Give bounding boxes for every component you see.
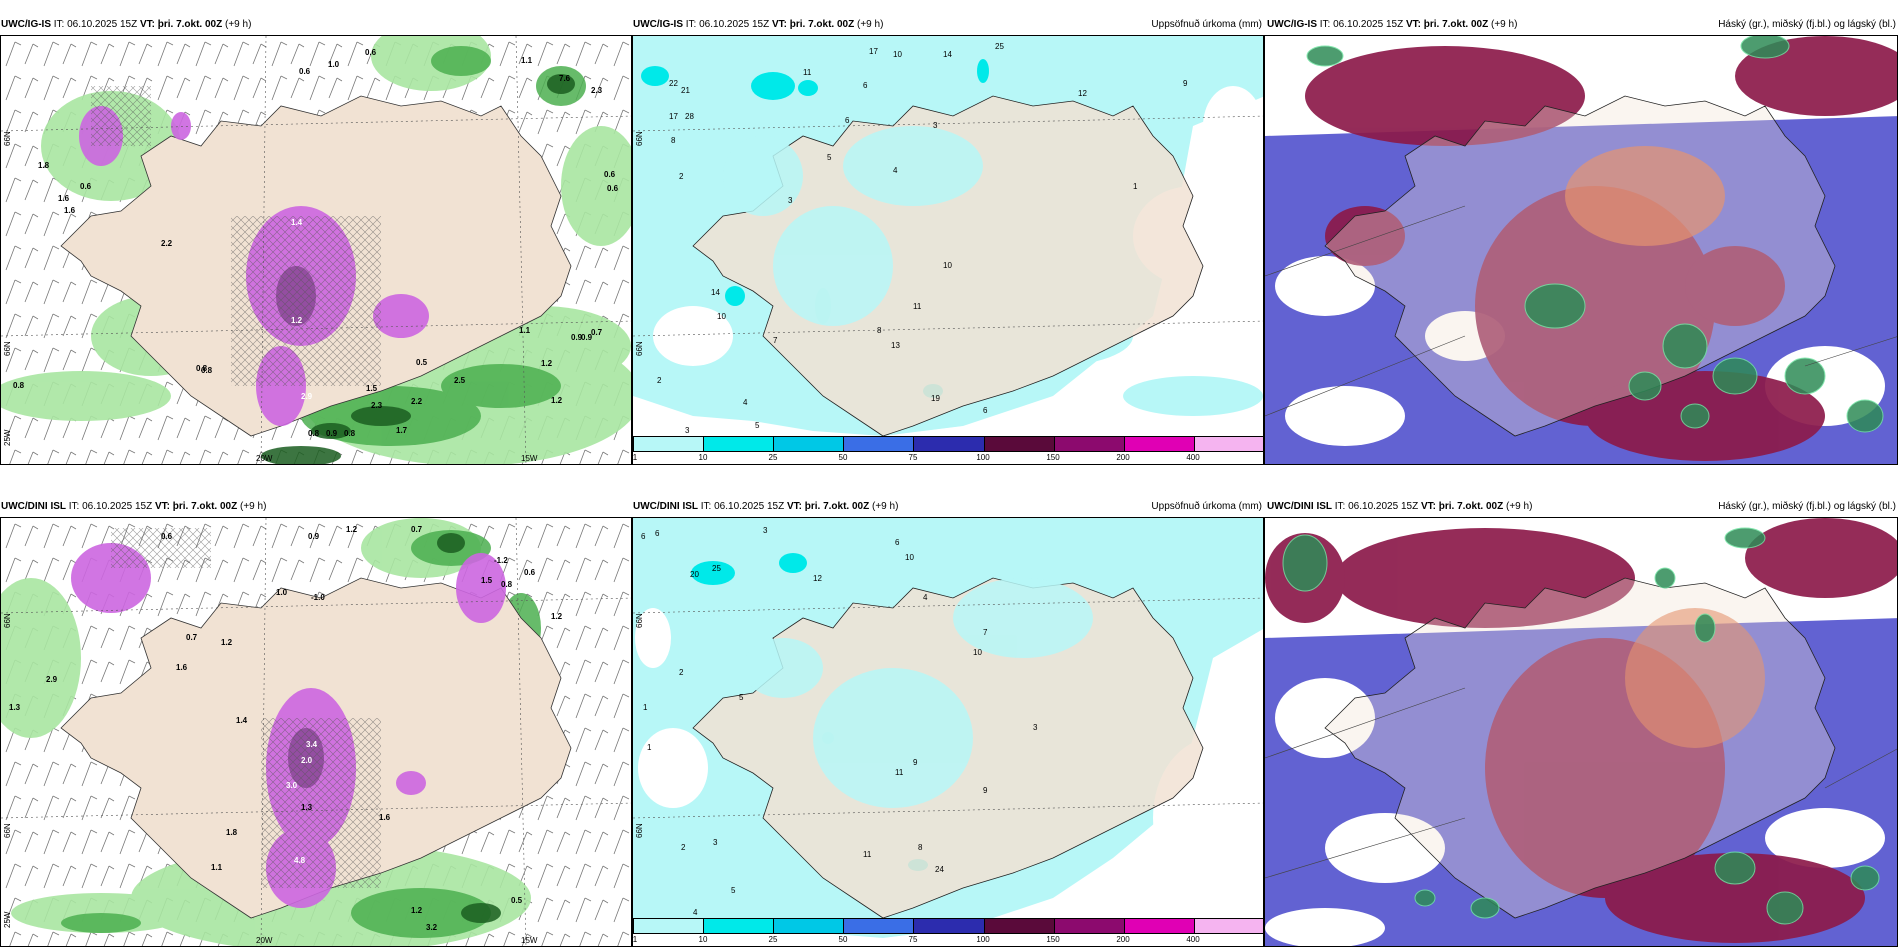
map-dini-accum[interactable]: 66N 66N 6 3 20 25 12 6 10 2 5 1 4 7 9 11… [632,517,1264,947]
map-ig-accum-canvas [633,36,1263,464]
map-ig-precip-type[interactable]: 66N 66N 25W 20W 15W 0.6 1.0 0.6 7.6 2.3 … [0,35,632,465]
lat-label: 66N [635,131,644,146]
colorbar-swatch [634,919,705,933]
colorbar-dini [633,918,1263,934]
lat-label: 66N [635,823,644,838]
panel-title-dini-cloud: UWC/DINI ISL IT: 06.10.2025 15Z VT: þri.… [1267,501,1896,512]
lon-label: 15W [521,454,538,463]
colorbar-swatch [984,437,1055,451]
lon-label: 20W [256,936,273,945]
colorbar-swatch [774,437,845,451]
colorbar-swatch [844,919,915,933]
lon-label: 25W [3,429,12,446]
iceland-landmass [1324,95,1836,437]
colorbar-swatch [1124,919,1195,933]
map-dini-cloud-canvas [1265,518,1897,946]
colorbar-swatch [914,437,985,451]
colorbar-ig [633,436,1263,452]
lon-label: 15W [521,936,538,945]
map-dini-precip-type-canvas [1,518,631,946]
colorbar-swatch [634,437,705,451]
map-ig-cloud-canvas [1265,36,1897,464]
map-ig-accum[interactable]: 66N 66N 17 10 14 25 22 21 11 17 28 6 3 8… [632,35,1264,465]
colorbar-ticks-dini: 1 10 25 50 75 100 150 200 400 [632,935,1200,944]
map-ig-cloud[interactable] [1264,35,1898,465]
iceland-landmass [1324,577,1836,919]
colorbar-swatch [1194,919,1263,933]
colorbar-swatch [704,437,775,451]
lat-label: 66N [3,131,12,146]
panel-title-ig-precip-type: UWC/IG-IS IT: 06.10.2025 15Z VT: þri. 7.… [1,19,252,30]
lat-label: 66N [3,823,12,838]
mid-cloud [1265,518,1897,943]
colorbar-ticks-ig: 1 10 25 50 75 100 150 200 400 [632,453,1200,462]
colorbar-swatch [1124,437,1195,451]
colorbar-swatch [844,437,915,451]
clear-sky [1265,678,1885,946]
panel-title-ig-cloud: UWC/IG-IS IT: 06.10.2025 15Z VT: þri. 7.… [1267,19,1896,30]
map-ig-precip-type-canvas [1,36,631,464]
panel-title-dini-precip-type: UWC/DINI ISL IT: 06.10.2025 15Z VT: þri.… [1,501,267,512]
iceland-landmass [692,95,1204,437]
panel-title-ig-accum: UWC/IG-IS IT: 06.10.2025 15Z VT: þri. 7.… [633,19,1262,30]
colorbar-swatch [984,919,1055,933]
lat-label: 66N [635,613,644,628]
colorbar-swatch [774,919,845,933]
lon-label: 20W [256,454,273,463]
colorbar-swatch [914,919,985,933]
colorbar-swatch [1194,437,1263,451]
lat-label: 66N [3,341,12,356]
rain-areas-heavy [261,74,575,464]
colorbar-swatch [704,919,775,933]
lon-label: 25W [3,911,12,928]
lat-label: 66N [635,341,644,356]
high-cloud [1306,36,1884,433]
panel-title-dini-accum: UWC/DINI ISL IT: 06.10.2025 15Z VT: þri.… [633,501,1262,512]
colorbar-swatch [1054,437,1125,451]
colorbar-swatch [1054,919,1125,933]
map-dini-accum-canvas [633,518,1263,946]
high-cloud [1282,527,1880,925]
map-dini-precip-type[interactable]: 66N 66N 25W 20W 15W 0.6 0.7 0.9 1.2 -1.2… [0,517,632,947]
lat-label: 66N [3,613,12,628]
map-dini-cloud[interactable] [1264,517,1898,947]
